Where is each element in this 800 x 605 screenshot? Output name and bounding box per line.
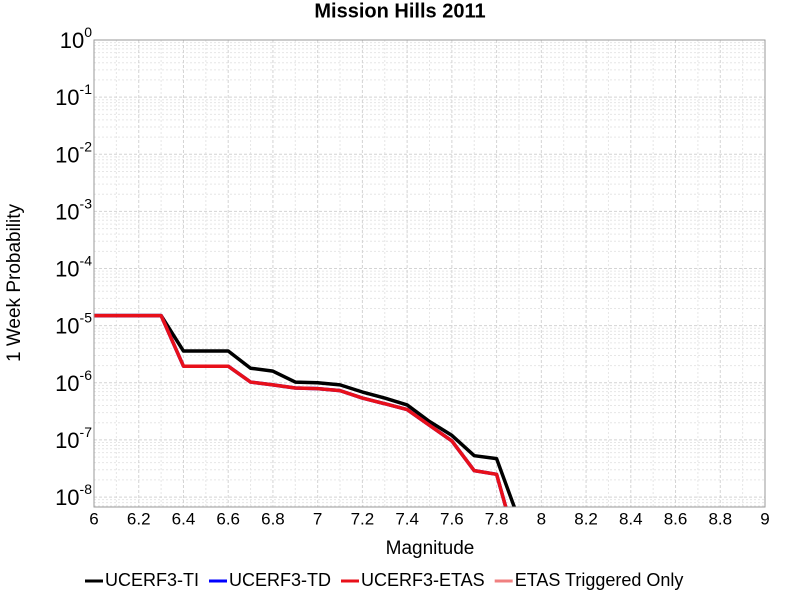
x-tick-label: 7.6 xyxy=(440,509,464,528)
legend-label: ETAS Triggered Only xyxy=(515,570,684,590)
legend-label: UCERF3-TD xyxy=(229,570,331,590)
legend: UCERF3-TI UCERF3-TD UCERF3-ETAS ETAS Trigge… xyxy=(85,570,683,590)
y-axis-label: 1 Week Probability xyxy=(4,203,25,362)
y-tick-label: 10-5 xyxy=(55,309,92,338)
x-axis-label: Magnitude xyxy=(386,538,475,559)
y-tick-label: 100 xyxy=(60,24,92,53)
x-tick-label: 8.2 xyxy=(574,509,598,528)
x-tick-label: 8.6 xyxy=(664,509,688,528)
x-tick-label: 7.8 xyxy=(485,509,509,528)
legend-label: UCERF3-TI xyxy=(105,570,199,590)
y-tick-label: 10-6 xyxy=(55,367,92,396)
x-tick-label: 8 xyxy=(537,509,546,528)
y-tick-label: 10-4 xyxy=(55,252,92,281)
y-tick-label: 10-1 xyxy=(55,81,92,110)
x-tick-label: 7.2 xyxy=(351,509,375,528)
legend-label: UCERF3-ETAS xyxy=(361,570,485,590)
x-tick-label: 9 xyxy=(760,509,769,528)
plot-area xyxy=(94,313,517,507)
y-tick-label: 10-2 xyxy=(55,138,92,167)
x-tick-label: 7 xyxy=(313,509,322,528)
x-tick-label: 6.4 xyxy=(172,509,196,528)
x-tick-label: 6.8 xyxy=(261,509,285,528)
x-tick-label: 8.8 xyxy=(708,509,732,528)
x-tick-label: 6.2 xyxy=(127,509,151,528)
plot-border xyxy=(93,39,766,508)
series-line xyxy=(94,313,517,507)
chart-title: Mission Hills 2011 xyxy=(314,0,485,22)
x-tick-label: 6 xyxy=(89,509,98,528)
x-tick-label: 7.4 xyxy=(395,509,419,528)
y-tick-label: 10-8 xyxy=(55,481,92,510)
series-line xyxy=(94,313,508,507)
x-tick-label: 6.6 xyxy=(216,509,240,528)
grid xyxy=(93,39,766,507)
y-tick-label: 10-3 xyxy=(55,195,92,224)
y-tick-label: 10-7 xyxy=(55,424,92,453)
x-tick-label: 8.4 xyxy=(619,509,643,528)
